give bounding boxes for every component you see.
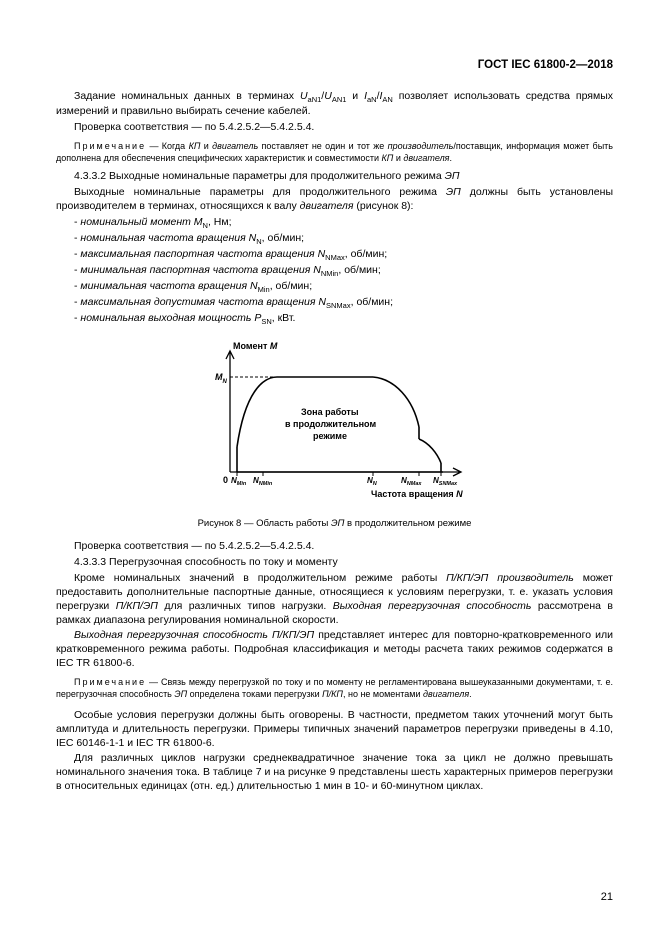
list-item: - максимальная допустимая частота вращен… [74,296,613,311]
paragraph: Особые условия перегрузки должны быть ог… [56,709,613,751]
paragraph: Для различных циклов нагрузки среднеквад… [56,752,613,794]
zone-label: режиме [313,431,347,441]
page-number: 21 [601,890,613,905]
list-item: - номинальная выходная мощность PSN, кВт… [74,312,613,327]
list-item: - номинальный момент MN, Нм; [74,216,613,231]
note: Примечание — Связь между перегрузкой по … [56,677,613,701]
paragraph: Проверка соответствия — по 5.4.2.5.2—5.4… [56,121,613,135]
paragraph: Выходные номинальные параметры для продо… [56,186,613,214]
tick-label: 0 [223,475,228,485]
paragraph: Кроме номинальных значений в продолжител… [56,572,613,627]
figure-caption: Рисунок 8 — Область работы ЭП в продолжи… [56,518,613,531]
section-heading: 4.3.3.3 Перегрузочная способность по ток… [56,556,613,570]
zone-label: Зона работы [301,407,359,417]
paragraph: Задание номинальных данных в терминах Ua… [56,90,613,119]
tick-label: NN [367,476,378,487]
axis-label-x: Частота вращения N [371,489,463,499]
section-heading: 4.3.3.2 Выходные номинальные параметры д… [56,170,613,184]
document-id: ГОСТ IEC 61800-2—2018 [478,58,613,73]
list-item: - минимальная частота вращения NMin, об/… [74,280,613,295]
paragraph: Выходная перегрузочная способность П/КП/… [56,629,613,671]
zone-label: в продолжительном [285,419,376,429]
list-item: - максимальная паспортная частота вращен… [74,248,613,263]
axis-label-y: Момент M [233,341,278,351]
note-label: Примечание [74,677,146,687]
paragraph: Проверка соответствия — по 5.4.2.5.2—5.4… [56,540,613,554]
bullet-list: - номинальный момент MN, Нм; - номинальн… [74,216,613,327]
list-item: - минимальная паспортная частота вращени… [74,264,613,279]
tick-label: NMin [231,476,247,487]
tick-label: NNMin [253,476,273,487]
page-container: ГОСТ IEC 61800-2—2018 Задание номинальны… [0,0,661,935]
tick-label: NNMax [401,476,422,487]
body-text: Задание номинальных данных в терминах Ua… [56,90,613,794]
tick-label: MN [215,372,228,385]
figure-chart: Момент M MN Зона работы в продолжительно… [56,337,613,512]
tick-label: NSNMax [433,476,458,487]
note-label: Примечание [74,141,146,151]
note: Примечание — Когда КП и двигатель постав… [56,141,613,165]
list-item: - номинальная частота вращения NN, об/ми… [74,232,613,247]
